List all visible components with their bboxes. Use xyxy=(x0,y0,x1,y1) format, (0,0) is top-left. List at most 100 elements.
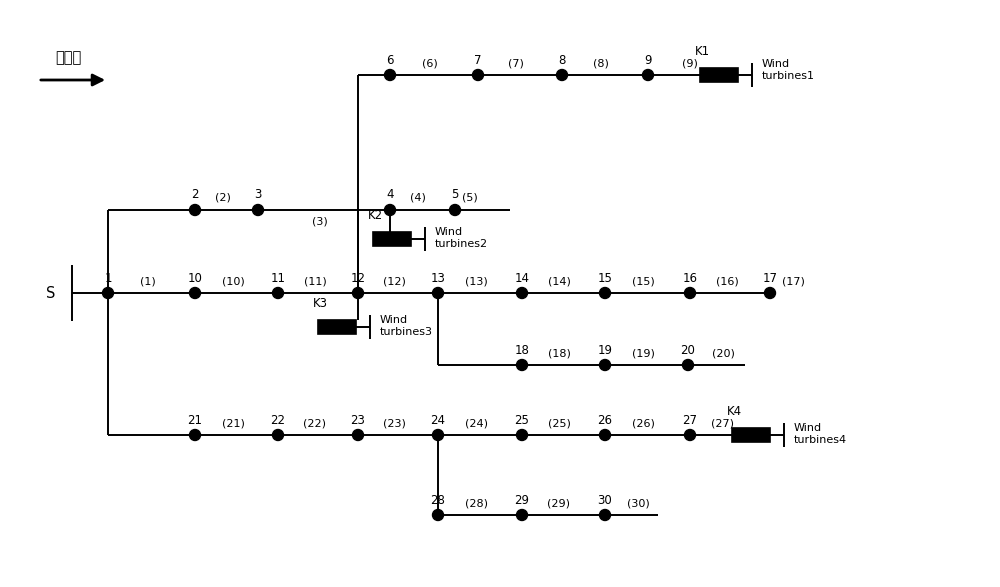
Text: K2: K2 xyxy=(368,209,383,222)
Text: 20: 20 xyxy=(681,343,695,356)
Text: 14: 14 xyxy=(514,272,530,285)
Circle shape xyxy=(352,430,364,440)
Text: 4: 4 xyxy=(386,188,394,201)
Text: 19: 19 xyxy=(598,343,612,356)
Text: (19): (19) xyxy=(632,348,654,358)
Text: 5: 5 xyxy=(451,188,459,201)
Text: 26: 26 xyxy=(598,413,612,427)
Text: (14): (14) xyxy=(548,276,570,286)
Text: (12): (12) xyxy=(383,276,405,286)
Bar xyxy=(373,232,411,246)
Text: (23): (23) xyxy=(383,418,405,428)
Circle shape xyxy=(556,69,568,80)
Text: (25): (25) xyxy=(548,418,570,428)
Text: 1: 1 xyxy=(104,272,112,285)
Text: 12: 12 xyxy=(351,272,366,285)
Text: 13: 13 xyxy=(431,272,445,285)
Text: (4): (4) xyxy=(410,193,426,203)
Text: (8): (8) xyxy=(593,58,609,68)
Text: 正方向: 正方向 xyxy=(55,50,81,65)
Circle shape xyxy=(272,430,284,440)
Text: (15): (15) xyxy=(632,276,654,286)
Text: (17): (17) xyxy=(782,276,804,286)
Bar xyxy=(318,320,356,334)
Text: 3: 3 xyxy=(254,188,262,201)
Circle shape xyxy=(600,430,610,440)
Text: S: S xyxy=(46,285,55,301)
Text: 6: 6 xyxy=(386,53,394,66)
Circle shape xyxy=(765,288,776,299)
Text: (1): (1) xyxy=(140,276,156,286)
Circle shape xyxy=(352,288,364,299)
Text: Wind
turbines2: Wind turbines2 xyxy=(435,227,488,249)
Text: 7: 7 xyxy=(474,53,482,66)
Circle shape xyxy=(252,204,264,215)
Text: 24: 24 xyxy=(430,413,446,427)
Circle shape xyxy=(432,430,444,440)
Text: 10: 10 xyxy=(188,272,202,285)
Circle shape xyxy=(432,510,444,521)
Circle shape xyxy=(516,288,528,299)
Text: 9: 9 xyxy=(644,53,652,66)
Text: (2): (2) xyxy=(215,193,231,203)
Text: (16): (16) xyxy=(716,276,738,286)
Text: (20): (20) xyxy=(712,348,734,358)
Text: K3: K3 xyxy=(313,297,328,310)
Circle shape xyxy=(473,69,484,80)
Circle shape xyxy=(516,359,528,370)
Text: K1: K1 xyxy=(695,45,710,58)
Text: (26): (26) xyxy=(632,418,654,428)
Text: (10): (10) xyxy=(222,276,244,286)
Circle shape xyxy=(600,510,610,521)
Text: (27): (27) xyxy=(712,418,734,428)
Text: 11: 11 xyxy=(270,272,286,285)
Circle shape xyxy=(516,510,528,521)
Text: 25: 25 xyxy=(515,413,529,427)
Text: (11): (11) xyxy=(304,276,326,286)
Text: Wind
turbines1: Wind turbines1 xyxy=(762,59,815,81)
Text: (7): (7) xyxy=(508,58,524,68)
Text: (28): (28) xyxy=(464,498,488,508)
Text: (18): (18) xyxy=(548,348,570,358)
Text: 27: 27 xyxy=(682,413,698,427)
Text: 22: 22 xyxy=(270,413,286,427)
Circle shape xyxy=(272,288,284,299)
Bar xyxy=(700,68,738,82)
Text: (29): (29) xyxy=(548,498,570,508)
Circle shape xyxy=(384,69,396,80)
Text: 29: 29 xyxy=(514,494,530,507)
Circle shape xyxy=(684,288,696,299)
Text: 8: 8 xyxy=(558,53,566,66)
Text: (22): (22) xyxy=(304,418,326,428)
Circle shape xyxy=(600,288,610,299)
Text: 28: 28 xyxy=(431,494,445,507)
Text: (3): (3) xyxy=(312,217,328,227)
Text: 21: 21 xyxy=(188,413,202,427)
Text: 23: 23 xyxy=(351,413,365,427)
Text: 30: 30 xyxy=(598,494,612,507)
Text: 2: 2 xyxy=(191,188,199,201)
Circle shape xyxy=(600,359,610,370)
Text: 18: 18 xyxy=(515,343,529,356)
Text: Wind
turbines3: Wind turbines3 xyxy=(380,315,433,337)
Text: (21): (21) xyxy=(222,418,244,428)
Text: (9): (9) xyxy=(682,58,698,68)
Circle shape xyxy=(682,359,694,370)
Circle shape xyxy=(384,204,396,215)
Text: (13): (13) xyxy=(465,276,487,286)
Text: (6): (6) xyxy=(422,58,438,68)
Text: 15: 15 xyxy=(598,272,612,285)
Text: (30): (30) xyxy=(627,498,649,508)
Text: Wind
turbines4: Wind turbines4 xyxy=(794,423,847,445)
Circle shape xyxy=(684,430,696,440)
Circle shape xyxy=(190,430,200,440)
Circle shape xyxy=(103,288,114,299)
Circle shape xyxy=(642,69,654,80)
Text: (5): (5) xyxy=(462,193,478,203)
Circle shape xyxy=(190,204,200,215)
Bar xyxy=(732,428,770,442)
Text: K4: K4 xyxy=(727,405,742,418)
Text: 17: 17 xyxy=(763,272,778,285)
Circle shape xyxy=(450,204,460,215)
Circle shape xyxy=(432,288,444,299)
